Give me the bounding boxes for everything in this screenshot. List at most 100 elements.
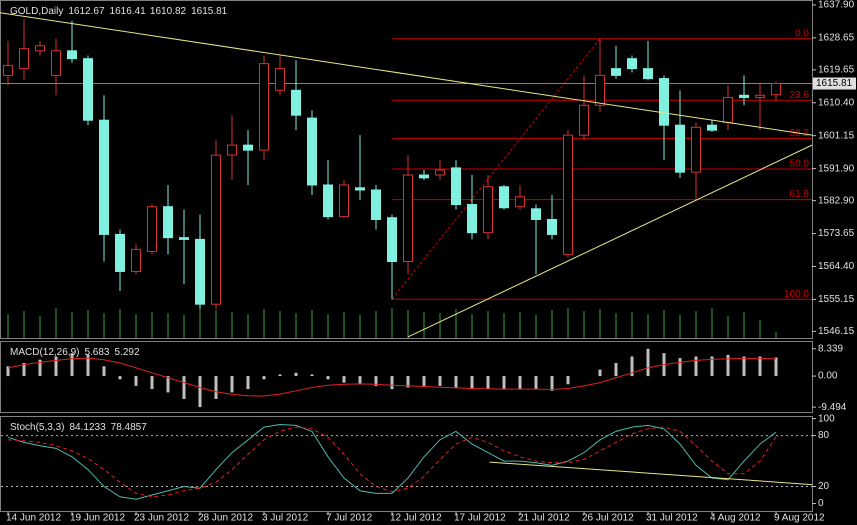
macd-bar <box>614 363 618 377</box>
y-tick-label: 1591.90 <box>818 163 855 174</box>
macd-bar <box>358 376 362 385</box>
candle-body <box>147 206 157 253</box>
candle-body <box>275 68 285 91</box>
x-tick-label: 19 Jun 2012 <box>70 513 125 524</box>
y-tick-label: 1628.65 <box>818 32 855 43</box>
header-value: 5.683 <box>84 347 109 358</box>
candle-body <box>179 237 189 240</box>
y-tick-label: 8.339 <box>818 343 843 354</box>
macd-bar <box>6 366 10 377</box>
macd-bar <box>262 376 266 380</box>
macd-bar <box>70 353 74 377</box>
x-tick-label: 26 Jul 2012 <box>582 513 634 524</box>
macd-bar <box>518 376 522 390</box>
macd-bar <box>534 376 538 390</box>
candle-body <box>163 206 173 239</box>
candle-body <box>451 167 461 206</box>
macd-bar <box>742 356 746 377</box>
candle-body <box>387 217 397 262</box>
y-tick-label: 0.00 <box>818 371 838 382</box>
candle-body <box>643 68 653 80</box>
macd-bar <box>438 376 442 386</box>
y-tick-label: 1637.90 <box>818 0 855 11</box>
candle-body <box>659 78 669 126</box>
candle-body <box>339 184 349 218</box>
macd-bar <box>566 376 570 385</box>
fibo-label: 0.0 <box>795 28 809 39</box>
x-tick-label: 3 Jul 2012 <box>262 513 309 524</box>
macd-bar <box>470 376 474 390</box>
y-tick-label: 1573.65 <box>818 228 855 239</box>
trendline <box>489 461 813 486</box>
current-price-box <box>813 77 856 90</box>
candle-body <box>771 83 781 96</box>
header-value: 1612.67 <box>68 6 105 17</box>
macd-bar <box>134 376 138 386</box>
candle-body <box>515 196 525 208</box>
macd-bar <box>630 356 634 377</box>
macd-bar <box>758 356 762 377</box>
panel-header: MACD(12,26,9) 5.683 5.292 <box>10 347 140 358</box>
macd-panel-frame <box>0 341 813 413</box>
header-value: 84.1233 <box>69 422 106 433</box>
fibo-trend <box>391 38 601 300</box>
candle-body <box>99 119 109 235</box>
candle-body <box>595 74 605 106</box>
macd-bar <box>118 376 122 380</box>
current-price-label: 1615.81 <box>816 78 853 89</box>
candle-body <box>435 169 445 176</box>
candle-body <box>3 64 13 76</box>
candle-body <box>419 174 429 179</box>
y-tick-label: 100 <box>818 413 835 424</box>
macd-bar <box>342 376 346 383</box>
candle-body <box>35 45 45 52</box>
macd-bar <box>182 376 186 399</box>
candle-body <box>483 186 493 234</box>
panel-title: Stoch(5,3,3) <box>10 422 64 433</box>
candle-body <box>195 238 205 305</box>
panel-title: MACD(12,26,9) <box>10 347 79 358</box>
macd-bar <box>710 356 714 377</box>
candle-body <box>691 126 701 173</box>
macd-bar <box>294 372 298 377</box>
main-panel-frame <box>0 0 813 339</box>
macd-bar <box>454 376 458 388</box>
x-tick-label: 23 Jun 2012 <box>134 513 189 524</box>
macd-bar <box>406 376 410 388</box>
x-tick-label: 14 Jun 2012 <box>6 513 61 524</box>
y-tick-label: 0 <box>818 498 824 509</box>
macd-bar <box>54 356 58 377</box>
macd-bar <box>102 366 106 377</box>
y-tick-label: 1555.15 <box>818 294 855 305</box>
macd-bar <box>774 357 778 377</box>
candle-body <box>83 58 93 121</box>
candle-body <box>227 144 237 156</box>
header-value: 1610.82 <box>150 6 187 17</box>
fibo-label: 50.0 <box>790 159 810 170</box>
macd-bar <box>198 376 202 408</box>
candle-body <box>323 184 333 218</box>
header-value: 5.292 <box>115 347 140 358</box>
candle-body <box>563 134 573 255</box>
y-tick-label: 1546.15 <box>818 326 855 337</box>
candle-body <box>307 117 317 186</box>
y-tick-label: 20 <box>818 481 830 492</box>
candle-body <box>259 63 269 151</box>
macd-bar <box>38 359 42 377</box>
candle-body <box>19 48 29 70</box>
x-tick-label: 4 Aug 2012 <box>710 513 761 524</box>
x-tick-label: 21 Jul 2012 <box>518 513 570 524</box>
panel-header: GOLD,Daily 1612.67 1616.41 1610.82 1615.81 <box>10 6 228 17</box>
panel-header: Stoch(5,3,3) 84.1233 78.4857 <box>10 422 147 433</box>
y-tick-label: 1564.40 <box>818 261 855 272</box>
x-tick-label: 9 Aug 2012 <box>774 513 825 524</box>
trendline <box>0 12 813 136</box>
macd-bar <box>86 354 90 377</box>
x-tick-label: 28 Jun 2012 <box>198 513 253 524</box>
y-tick-label: 1610.40 <box>818 97 855 108</box>
macd-bar <box>390 376 394 390</box>
stoch-panel-frame <box>0 416 813 512</box>
candle-body <box>355 187 365 191</box>
macd-bar <box>678 358 682 377</box>
